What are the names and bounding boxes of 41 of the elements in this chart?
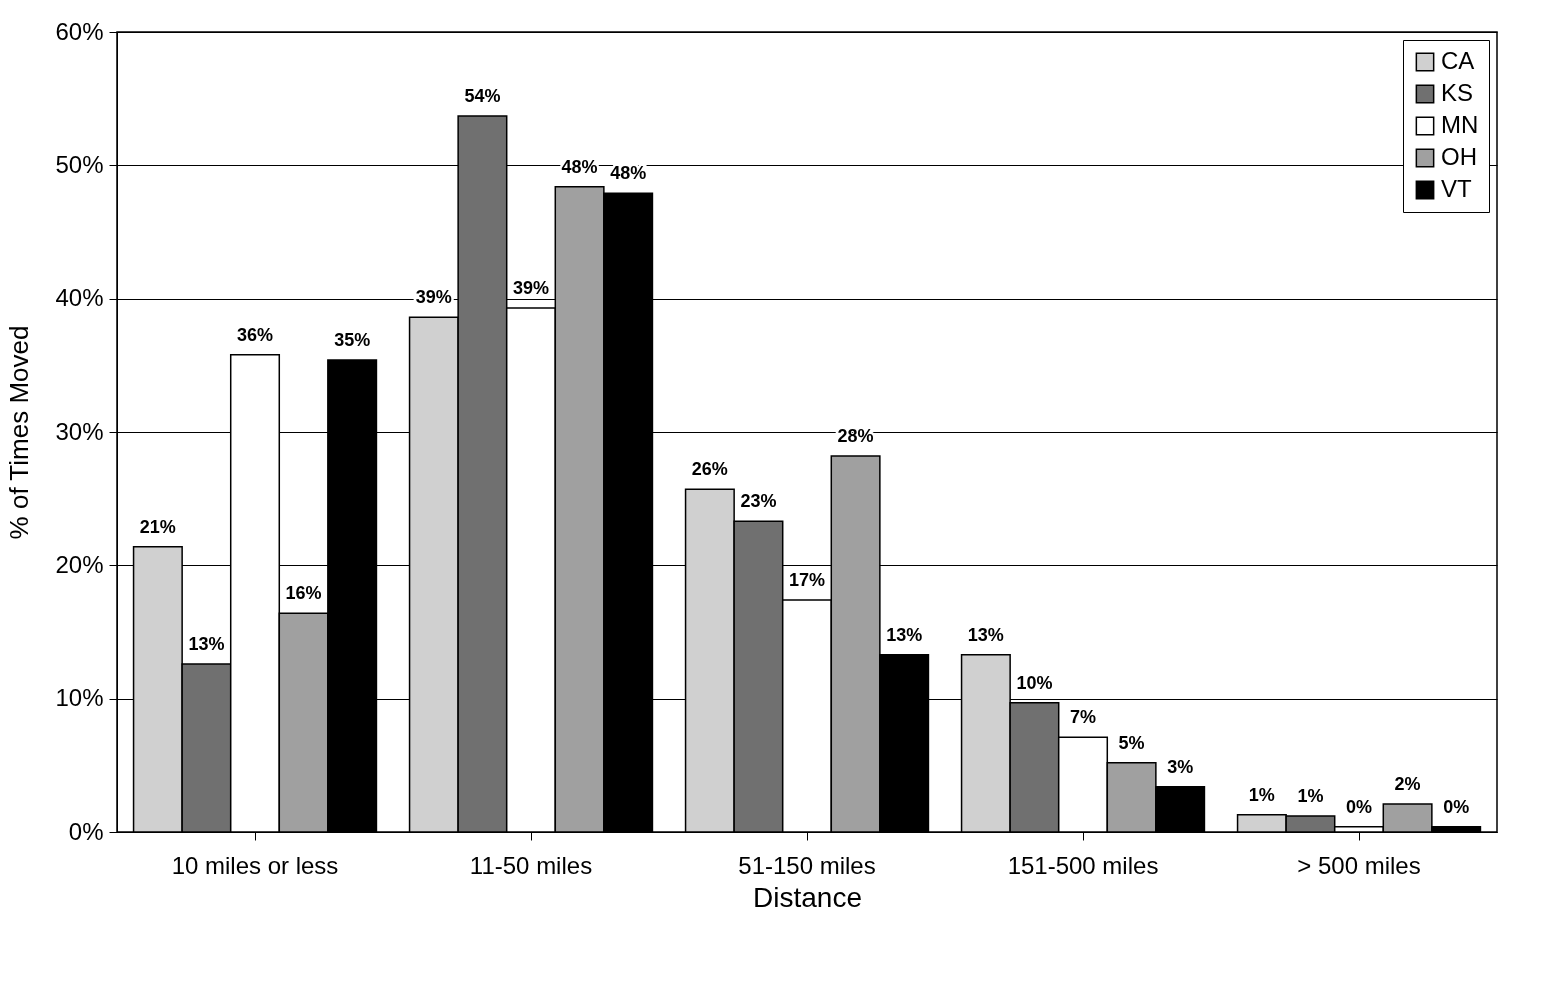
legend-label: KS	[1441, 79, 1474, 106]
data-label: 0%	[1443, 796, 1470, 817]
legend-label: OH	[1441, 143, 1477, 170]
data-label: 16%	[285, 583, 322, 604]
data-label: 10%	[1016, 672, 1053, 693]
data-label: 1%	[1297, 786, 1324, 806]
data-label: 48%	[610, 163, 647, 184]
data-label: 35%	[334, 330, 371, 350]
data-label: 3%	[1167, 756, 1194, 777]
data-label: 17%	[788, 570, 826, 590]
data-label: 21%	[139, 516, 176, 537]
x-tick-label: 51-150 miles	[738, 851, 876, 879]
x-tick-label: > 500 miles	[1297, 851, 1421, 879]
legend-label: VT	[1441, 175, 1473, 202]
data-label: 0%	[1345, 796, 1373, 817]
y-tick-label: 60%	[55, 17, 104, 45]
legend-label: CA	[1441, 47, 1475, 74]
data-label: 7%	[1069, 707, 1097, 728]
data-label: 26%	[691, 459, 728, 480]
data-label: 39%	[512, 278, 550, 298]
data-label: 36%	[236, 324, 274, 345]
data-label: 13%	[886, 624, 923, 645]
x-tick-label: 10 miles or less	[171, 851, 339, 879]
y-tick-label: 0%	[68, 817, 104, 845]
x-tick-label: 151-500 miles	[1007, 851, 1159, 879]
data-label: 2%	[1394, 774, 1421, 794]
y-tick-label: 20%	[55, 550, 104, 578]
data-label: 13%	[188, 634, 225, 654]
y-tick-label: 40%	[55, 284, 104, 312]
data-label: 5%	[1118, 732, 1145, 753]
legend-label: MN	[1441, 111, 1479, 138]
y-axis-title: % of Times Moved	[4, 325, 35, 540]
data-label: 13%	[967, 624, 1004, 645]
y-tick-label: 30%	[55, 417, 104, 445]
data-label: 23%	[740, 491, 777, 512]
x-axis-title: Distance	[753, 881, 862, 913]
x-tick-label: 11-50 miles	[469, 851, 593, 879]
y-tick-label: 50%	[55, 150, 104, 178]
data-label: 1%	[1248, 784, 1275, 805]
y-tick-label: 10%	[55, 684, 104, 712]
data-label: 54%	[464, 86, 501, 106]
